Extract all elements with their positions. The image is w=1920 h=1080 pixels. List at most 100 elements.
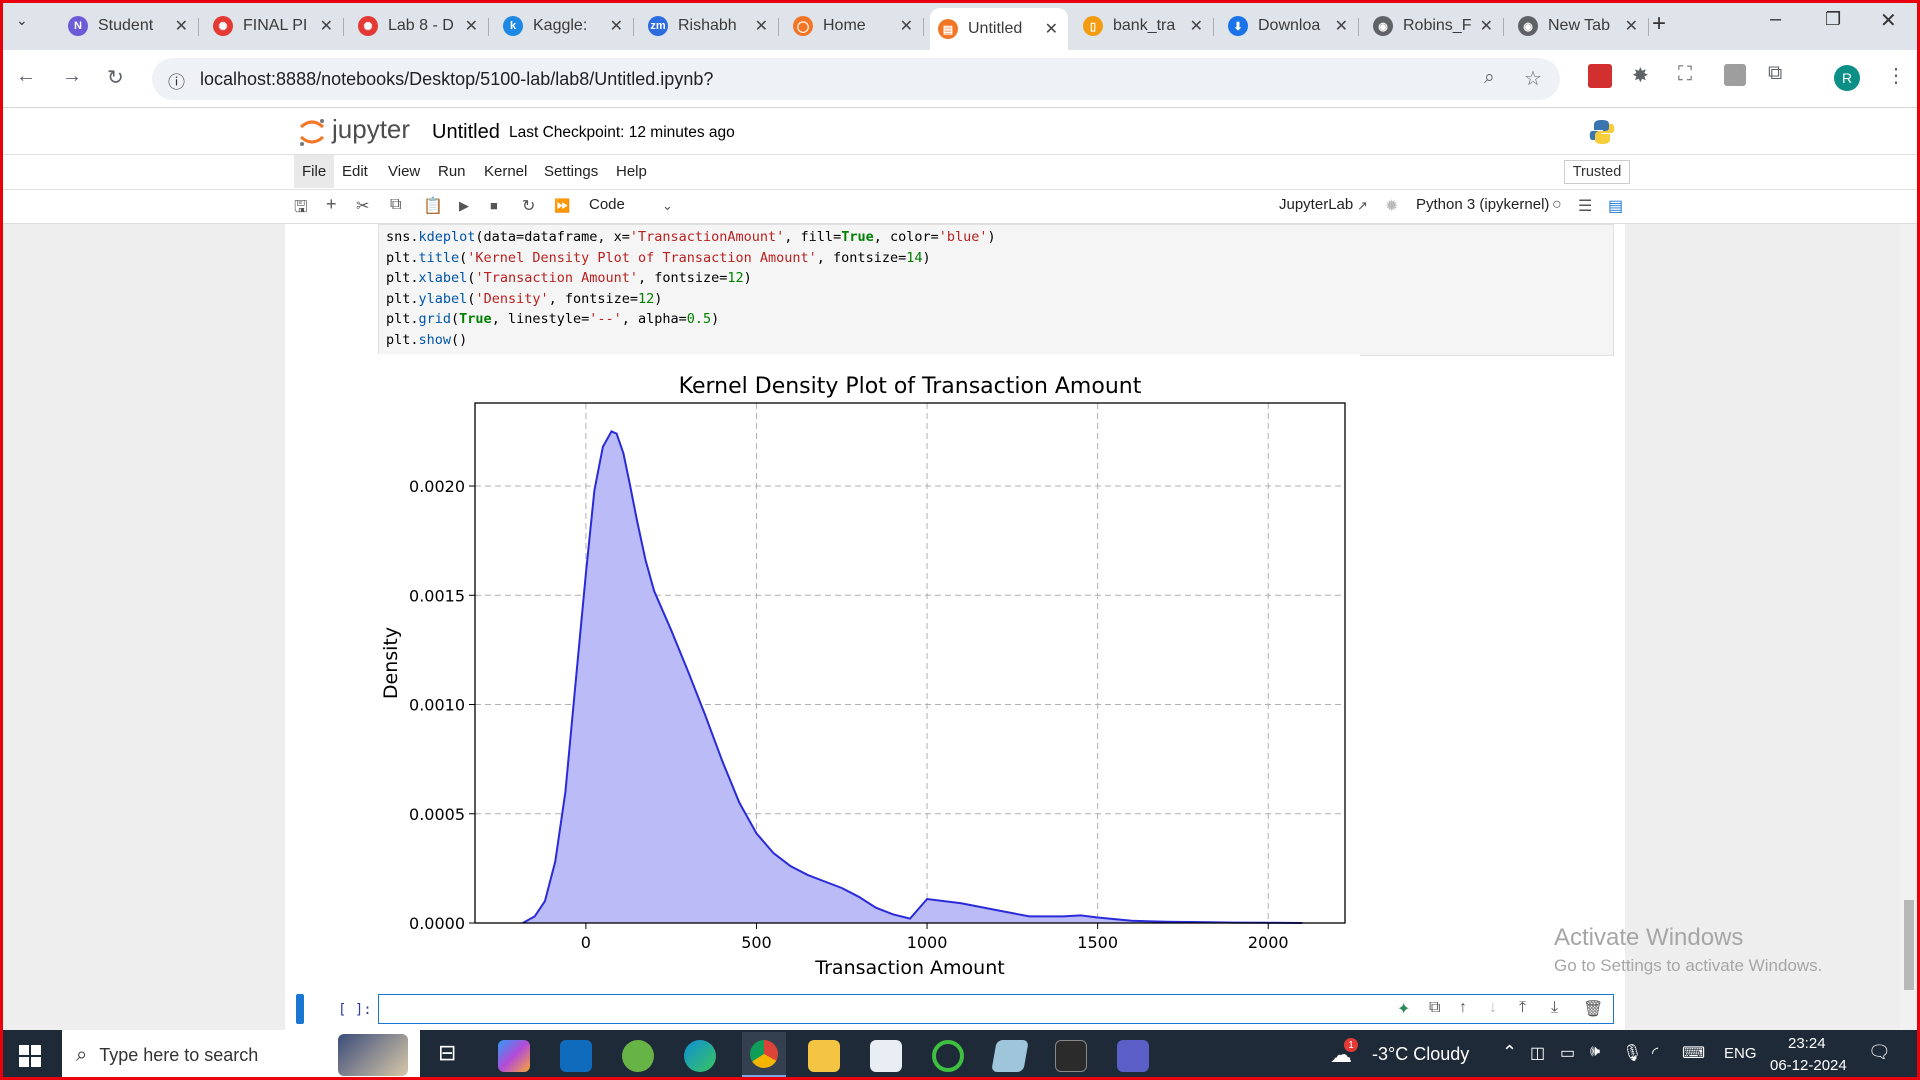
insert-cell-icon[interactable]: +	[326, 194, 337, 214]
chrome-icon[interactable]	[742, 1032, 786, 1078]
tab-close-icon[interactable]: ✕	[1479, 18, 1493, 35]
move-down-icon[interactable]: ↓	[1489, 999, 1497, 1016]
trusted-indicator[interactable]: Trusted	[1564, 160, 1630, 184]
scrollbar[interactable]	[1900, 224, 1918, 1030]
tab-close-icon[interactable]: ✕	[319, 18, 333, 35]
extensions-puzzle-icon[interactable]: ⧉	[1768, 62, 1783, 84]
teams-icon[interactable]	[1117, 1040, 1149, 1072]
jupyter-logo-icon[interactable]	[298, 117, 326, 147]
tab-search-chevron-icon[interactable]: ⌄	[16, 12, 28, 28]
back-icon[interactable]: ←	[16, 65, 36, 87]
copy-icon[interactable]: ⧉	[390, 196, 402, 213]
clock-date[interactable]: 06-12-2024	[1770, 1057, 1847, 1074]
menu-help[interactable]: Help	[616, 163, 647, 180]
ai-sparkle-icon[interactable]: ✦	[1397, 1001, 1411, 1018]
settings-gear-icon[interactable]: ✹	[1385, 198, 1399, 215]
paste-icon[interactable]: 📋	[423, 198, 443, 215]
keyboard-icon[interactable]: ⌨	[1682, 1045, 1706, 1062]
code-cell-input[interactable]: sns.kdeplot(data=dataframe, x='Transacti…	[378, 224, 1614, 356]
extension-note-icon[interactable]	[1724, 64, 1746, 86]
browser-menu-icon[interactable]: ⋮	[1886, 65, 1906, 87]
notifications-icon[interactable]: 🗨	[1868, 1042, 1891, 1062]
save-icon[interactable]: 🖫	[294, 199, 308, 216]
browser-tab[interactable]: ◉ New Tab ✕	[1510, 8, 1649, 44]
jupyterlab-link[interactable]: JupyterLab	[1279, 196, 1354, 213]
edge-icon[interactable]	[684, 1040, 716, 1072]
search-highlight-icon[interactable]	[338, 1034, 408, 1076]
notebook-panel-icon[interactable]: ▤	[1608, 198, 1624, 215]
profile-avatar[interactable]: R	[1834, 65, 1860, 91]
menu-lines-icon[interactable]: ☰	[1578, 198, 1593, 215]
address-bar[interactable]: ⓘ localhost:8888/notebooks/Desktop/5100-…	[152, 58, 1560, 100]
reload-icon[interactable]: ↻	[107, 67, 124, 89]
site-info-icon[interactable]: ⓘ	[168, 73, 185, 92]
extension-bug-icon[interactable]: ✸	[1632, 65, 1649, 87]
insert-below-icon[interactable]: ⤓	[1551, 999, 1559, 1016]
insert-above-icon[interactable]: ⤒	[1519, 999, 1527, 1016]
close-window-icon[interactable]: ✕	[1880, 10, 1897, 32]
tab-close-icon[interactable]: ✕	[1044, 21, 1058, 38]
language-indicator[interactable]: ENG	[1724, 1045, 1757, 1062]
terminal-icon[interactable]	[1055, 1040, 1087, 1072]
tab-close-icon[interactable]: ✕	[1334, 18, 1348, 35]
browser-tab[interactable]: ▯ bank_tra ✕	[1075, 8, 1214, 44]
tray-chevron-icon[interactable]: ⌃	[1502, 1042, 1518, 1062]
tab-close-icon[interactable]: ✕	[1624, 18, 1638, 35]
menu-run[interactable]: Run	[438, 163, 466, 180]
tab-close-icon[interactable]: ✕	[609, 18, 623, 35]
browser-tab[interactable]: k Kaggle: ✕	[495, 8, 634, 44]
browser-tab[interactable]: N Student ✕	[60, 8, 199, 44]
restart-icon[interactable]: ↻	[522, 198, 536, 215]
taskbar-search-box[interactable]: ⌕ Type here to search	[62, 1030, 420, 1080]
chevron-down-icon[interactable]: ⌄	[662, 198, 673, 213]
wifi-icon[interactable]: ◜	[1652, 1045, 1659, 1062]
copilot-icon[interactable]	[498, 1040, 530, 1072]
menu-edit[interactable]: Edit	[342, 163, 368, 180]
zoom-icon[interactable]: ⌕	[1484, 67, 1495, 88]
weather-text[interactable]: -3°C Cloudy	[1372, 1044, 1470, 1064]
file-explorer-icon[interactable]	[808, 1040, 840, 1072]
browser-tab[interactable]: ✺ Lab 8 - D ✕	[350, 8, 489, 44]
menu-settings[interactable]: Settings	[544, 163, 599, 180]
app-sync-icon[interactable]	[932, 1040, 964, 1072]
bookmark-star-icon[interactable]: ☆	[1524, 68, 1542, 90]
minimize-icon[interactable]: –	[1770, 8, 1782, 30]
run-all-icon[interactable]: ⏩	[554, 198, 571, 213]
cut-icon[interactable]: ✂	[356, 198, 370, 215]
tab-close-icon[interactable]: ✕	[174, 18, 188, 35]
tab-close-icon[interactable]: ✕	[754, 18, 768, 35]
empty-code-cell[interactable]: ✦ ⧉ ↑ ↓ ⤒ ⤓ 🗑	[378, 994, 1614, 1024]
browser-tab[interactable]: ⬇ Downloa ✕	[1220, 8, 1359, 44]
url-text[interactable]: localhost:8888/notebooks/Desktop/5100-la…	[200, 69, 714, 89]
notepad-icon[interactable]	[991, 1040, 1029, 1072]
tab-close-icon[interactable]: ✕	[1189, 18, 1203, 35]
stop-icon[interactable]: ■	[490, 198, 498, 213]
windows-start-icon[interactable]	[19, 1045, 41, 1067]
cell-type-select[interactable]: Code	[589, 196, 625, 213]
run-icon[interactable]: ▶	[459, 198, 469, 213]
outlook-icon[interactable]	[560, 1040, 592, 1072]
restore-icon[interactable]: ❐	[1825, 9, 1842, 29]
extension-capture-icon[interactable]: ⛶	[1678, 63, 1692, 85]
move-up-icon[interactable]: ↑	[1459, 999, 1467, 1016]
menu-view[interactable]: View	[388, 163, 421, 180]
notebook-title[interactable]: Untitled	[432, 121, 500, 143]
browser-tab[interactable]: ✺ FINAL PI ✕	[205, 8, 344, 44]
browser-tab[interactable]: ◉ Robins_F ✕	[1365, 8, 1504, 44]
browser-tab[interactable]: ▤ Untitled ✕	[930, 8, 1068, 50]
browser-tab[interactable]: ◯ Home ✕	[785, 8, 924, 44]
duplicate-cell-icon[interactable]: ⧉	[1429, 999, 1441, 1016]
volume-icon[interactable]: 🕪	[1590, 1043, 1601, 1060]
extension-pdf-icon[interactable]	[1588, 64, 1612, 88]
tab-close-icon[interactable]: ✕	[899, 18, 913, 35]
browser-tab[interactable]: zm Rishabh ✕	[640, 8, 779, 44]
delete-cell-icon[interactable]: 🗑	[1583, 1001, 1604, 1018]
tab-close-icon[interactable]: ✕	[464, 18, 478, 35]
microsoft-store-icon[interactable]	[870, 1040, 902, 1072]
task-view-icon[interactable]: ⊟	[438, 1040, 457, 1065]
battery-icon[interactable]: ▭	[1560, 1045, 1576, 1062]
microphone-icon[interactable]: 🎙	[1622, 1045, 1643, 1062]
external-link-icon[interactable]: ↗	[1357, 198, 1368, 213]
menu-kernel[interactable]: Kernel	[484, 163, 528, 180]
kernel-name[interactable]: Python 3 (ipykernel)	[1416, 196, 1550, 213]
